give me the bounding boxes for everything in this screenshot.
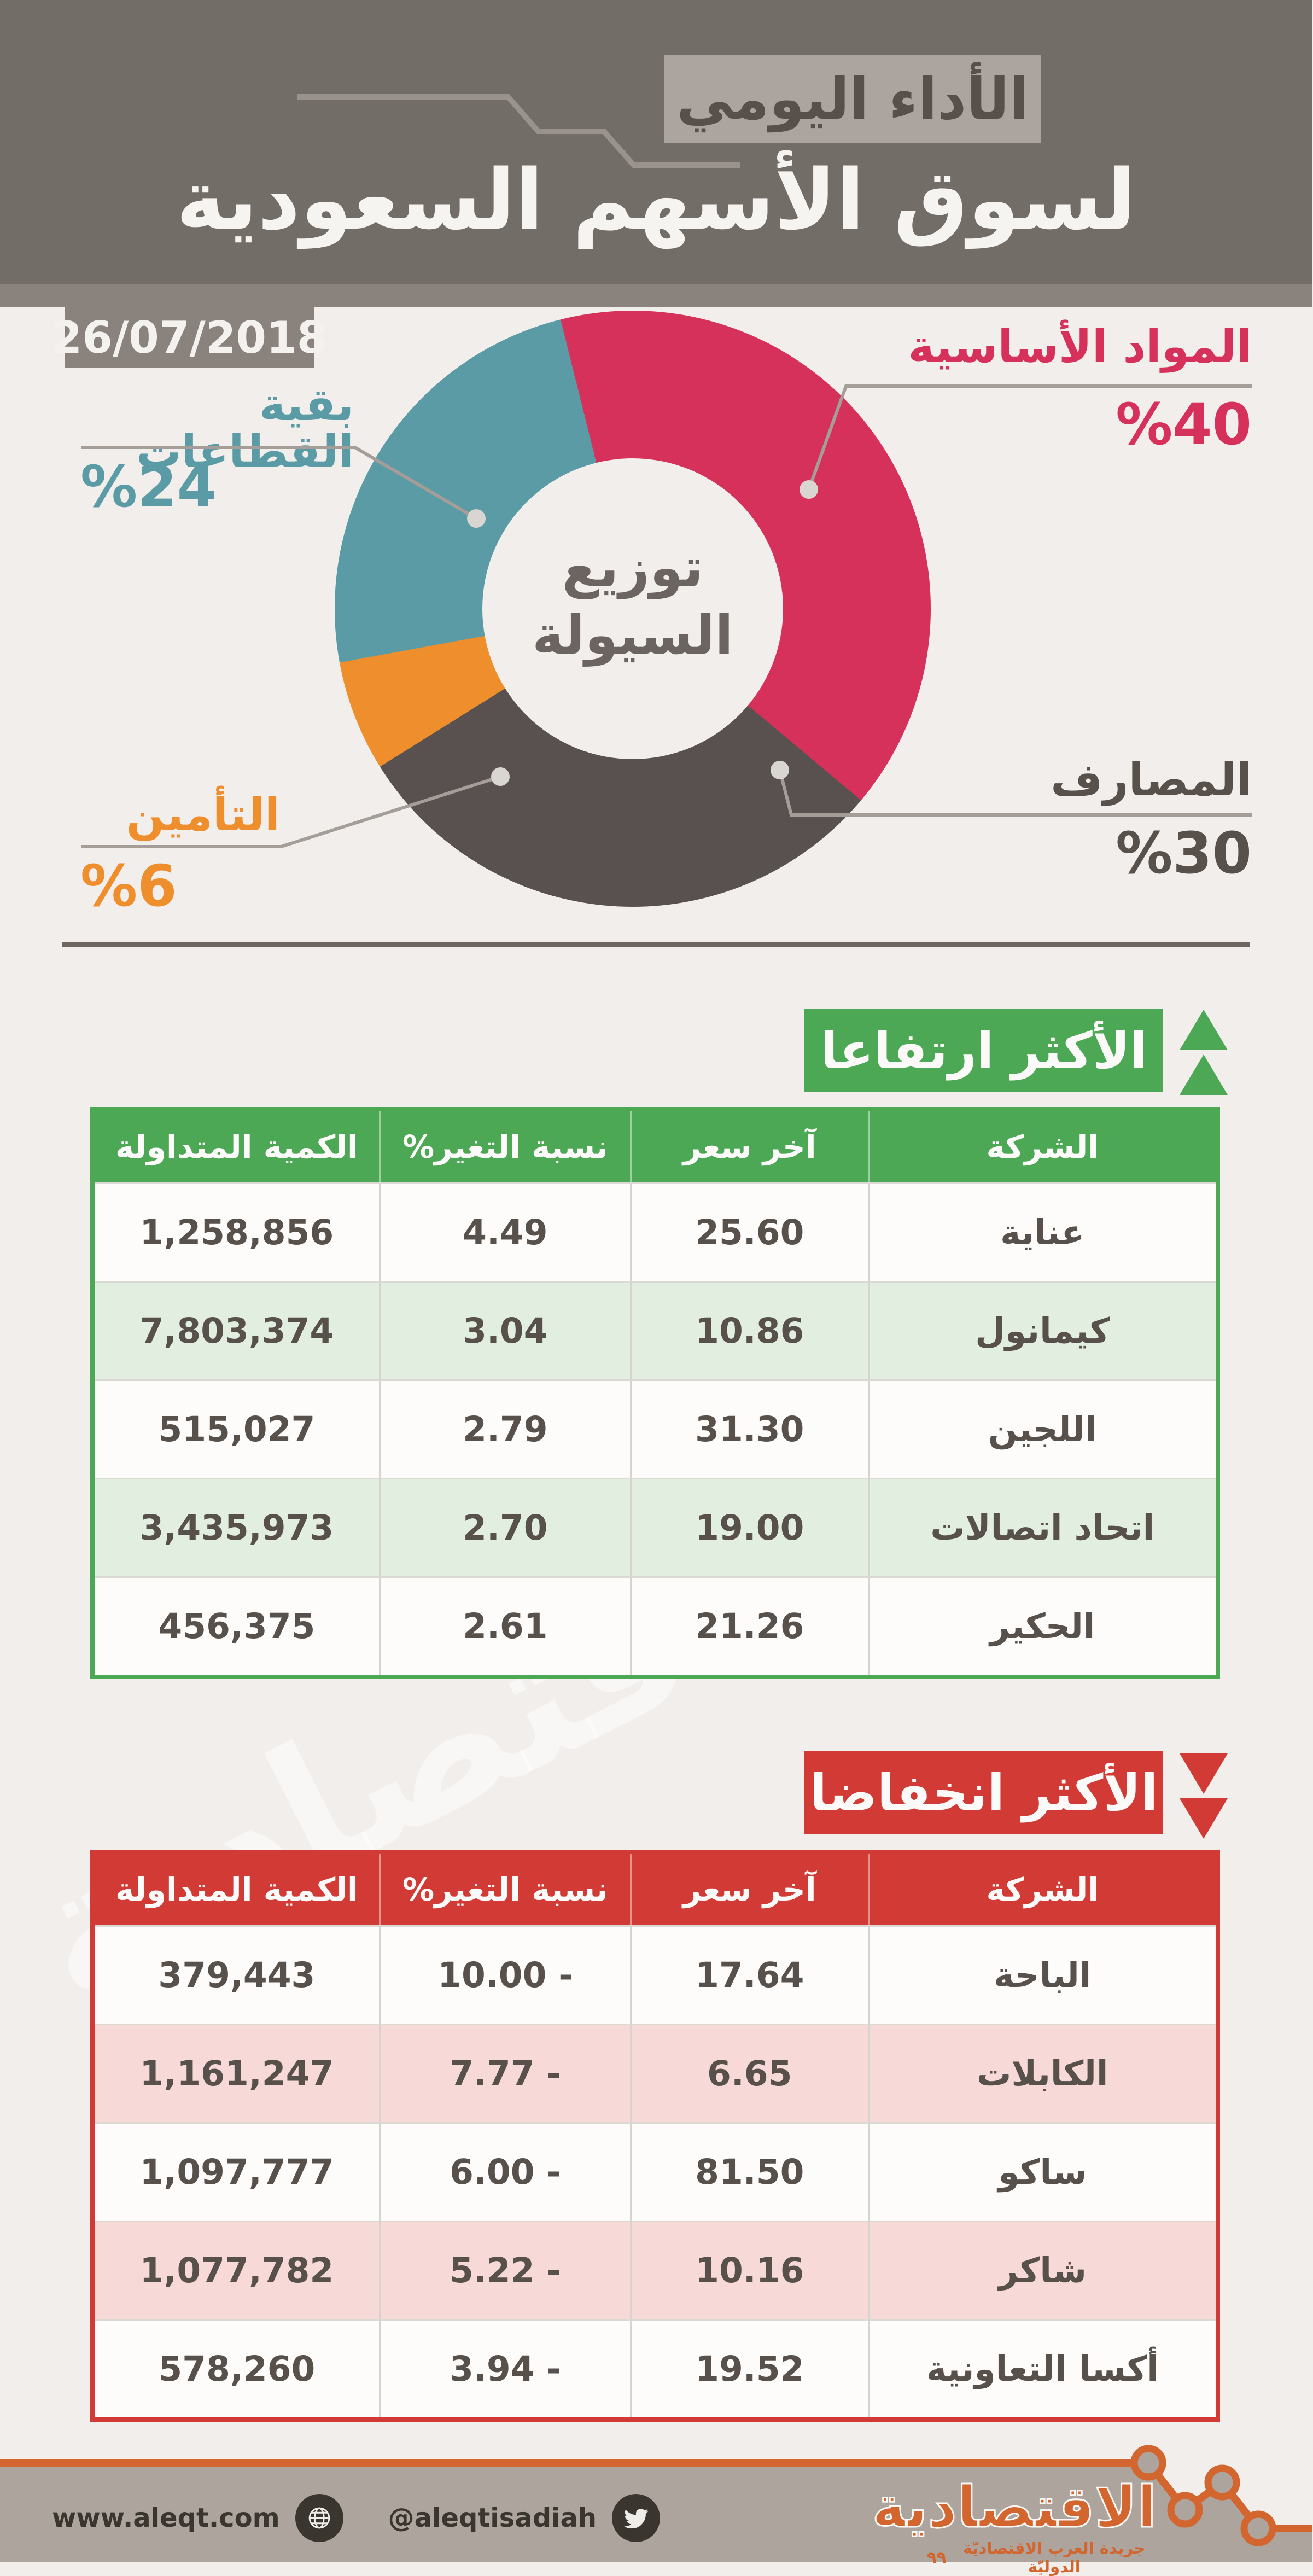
volume-cell: 515,027 <box>95 1379 381 1478</box>
column-header: الشركة <box>870 1854 1216 1925</box>
page-title: لسوق الأسهم السعودية <box>176 151 1137 248</box>
price-cell: 21.26 <box>632 1576 870 1675</box>
twitter-handle[interactable]: @aleqtisadiah <box>388 2503 598 2533</box>
change-cell: 10.00 - <box>381 1925 632 2024</box>
losers-section-title: الأكثر انخفاضا <box>805 1751 1164 1834</box>
stockline-node <box>1131 2445 1167 2481</box>
price-cell: 17.64 <box>632 1925 870 2024</box>
logo-quote-mark: ٩٩ <box>927 2548 947 2567</box>
price-cell: 31.30 <box>632 1379 870 1478</box>
segment-label-insurance: التأمين <box>126 789 281 841</box>
change-cell: 4.49 <box>381 1182 632 1281</box>
donut-title-line2: السيولة <box>533 604 734 667</box>
price-cell: 19.52 <box>632 2319 870 2417</box>
change-cell: 2.61 <box>381 1576 632 1675</box>
logo-tagline-row: جريدة العرب الاقتصاديّة الدوليّة ٩٩ <box>927 2539 1157 2576</box>
gainers-table: الشركة آخر سعر نسبة التغير% الكمية المتداول… <box>91 1107 1221 1679</box>
column-header: آخر سعر <box>632 1854 870 1925</box>
change-cell: 6.00 - <box>381 2122 632 2221</box>
logo-tagline: جريدة العرب الاقتصاديّة الدوليّة <box>963 2539 1146 2576</box>
newspaper-logo: الاقتصادية جريدة العرب الاقتصاديّة الدول… <box>872 2474 1158 2576</box>
change-cell: 3.04 <box>381 1281 632 1379</box>
column-header: الكمية المتداولة <box>95 1854 381 1925</box>
volume-cell: 1,097,777 <box>95 2122 381 2221</box>
stockline-node <box>1168 2492 1204 2528</box>
section-divider <box>62 942 1251 947</box>
company-cell: عناية <box>870 1182 1216 1281</box>
volume-cell: 379,443 <box>95 1925 381 2024</box>
volume-cell: 1,077,782 <box>95 2221 381 2319</box>
volume-cell: 1,161,247 <box>95 2024 381 2122</box>
company-cell: الحكير <box>870 1576 1216 1675</box>
donut-title-line1: توزيع <box>562 537 704 599</box>
step-line-decoration <box>298 94 741 168</box>
change-cell: 2.79 <box>381 1379 632 1478</box>
change-cell: 7.77 - <box>381 2024 632 2122</box>
globe-icon[interactable] <box>295 2494 344 2542</box>
company-cell: الباحة <box>870 1925 1216 2024</box>
column-header: الشركة <box>870 1111 1216 1182</box>
column-header: الكمية المتداولة <box>95 1111 381 1182</box>
header: الأداء اليومي لسوق الأسهم السعودية <box>0 0 1313 284</box>
segment-label-basic-materials: المواد الأساسية <box>908 321 1252 373</box>
website-url[interactable]: www.aleqt.com <box>52 2503 281 2533</box>
change-cell: 3.94 - <box>381 2319 632 2417</box>
segment-value-banks: %30 <box>1116 820 1252 887</box>
twitter-bird-icon <box>625 2509 649 2529</box>
change-cell: 2.70 <box>381 1478 632 1576</box>
header-strip <box>0 284 1313 307</box>
column-header: نسبة التغير% <box>381 1854 632 1925</box>
company-cell: الكابلات <box>870 2024 1216 2122</box>
volume-cell: 3,435,973 <box>95 1478 381 1576</box>
stockline-node <box>1205 2464 1241 2501</box>
company-cell: ساكو <box>870 2122 1216 2221</box>
up-arrow-icon <box>1180 1010 1228 1050</box>
segment-value-insurance: %6 <box>81 853 178 919</box>
volume-cell: 456,375 <box>95 1576 381 1675</box>
change-cell: 5.22 - <box>381 2221 632 2319</box>
company-cell: أكسا التعاونية <box>870 2319 1216 2417</box>
volume-cell: 1,258,856 <box>95 1182 381 1281</box>
donut-center-title: توزيع السيولة <box>335 535 931 669</box>
company-cell: اتحاد اتصالات <box>870 1478 1216 1576</box>
down-arrow-icon <box>1180 1753 1228 1794</box>
volume-cell: 7,803,374 <box>95 1281 381 1379</box>
price-cell: 19.00 <box>632 1478 870 1576</box>
segment-label-banks: المصارف <box>1051 754 1252 806</box>
logo-text: الاقتصادية <box>872 2474 1158 2540</box>
globe-glyph <box>309 2507 330 2529</box>
kicker-title: الأداء اليومي <box>676 66 1030 132</box>
losers-table: الشركة آخر سعر نسبة التغير% الكمية المتداول… <box>91 1850 1221 2422</box>
stockline-node <box>1241 2510 1277 2546</box>
gainers-title-text: الأكثر ارتفاعا <box>821 1021 1148 1080</box>
price-cell: 6.65 <box>632 2024 870 2122</box>
footer-social: @aleqtisadiah www.aleqt.com <box>52 2494 661 2542</box>
up-arrow-icon <box>1180 1054 1228 1095</box>
price-cell: 10.16 <box>632 2221 870 2319</box>
company-cell: شاكر <box>870 2221 1216 2319</box>
price-cell: 81.50 <box>632 2122 870 2221</box>
footer-stockline-decoration <box>0 2445 1313 2546</box>
column-header: نسبة التغير% <box>381 1111 632 1182</box>
down-arrow-icon <box>1180 1798 1228 1839</box>
company-cell: كيمانول <box>870 1281 1216 1379</box>
gainers-section-title: الأكثر ارتفاعا <box>805 1009 1164 1092</box>
twitter-icon[interactable] <box>612 2494 661 2542</box>
column-header: آخر سعر <box>632 1111 870 1182</box>
price-cell: 25.60 <box>632 1182 870 1281</box>
date-label: 26/07/2018 <box>52 312 328 363</box>
date-badge: 26/07/2018 <box>52 307 328 368</box>
segment-value-basic-materials: %40 <box>1116 391 1252 458</box>
kicker-box: الأداء اليومي <box>664 55 1042 143</box>
segment-value-other-sectors: %24 <box>81 453 217 520</box>
price-cell: 10.86 <box>632 1281 870 1379</box>
volume-cell: 578,260 <box>95 2319 381 2417</box>
company-cell: اللجين <box>870 1379 1216 1478</box>
losers-title-text: الأكثر انخفاضا <box>810 1763 1159 1822</box>
